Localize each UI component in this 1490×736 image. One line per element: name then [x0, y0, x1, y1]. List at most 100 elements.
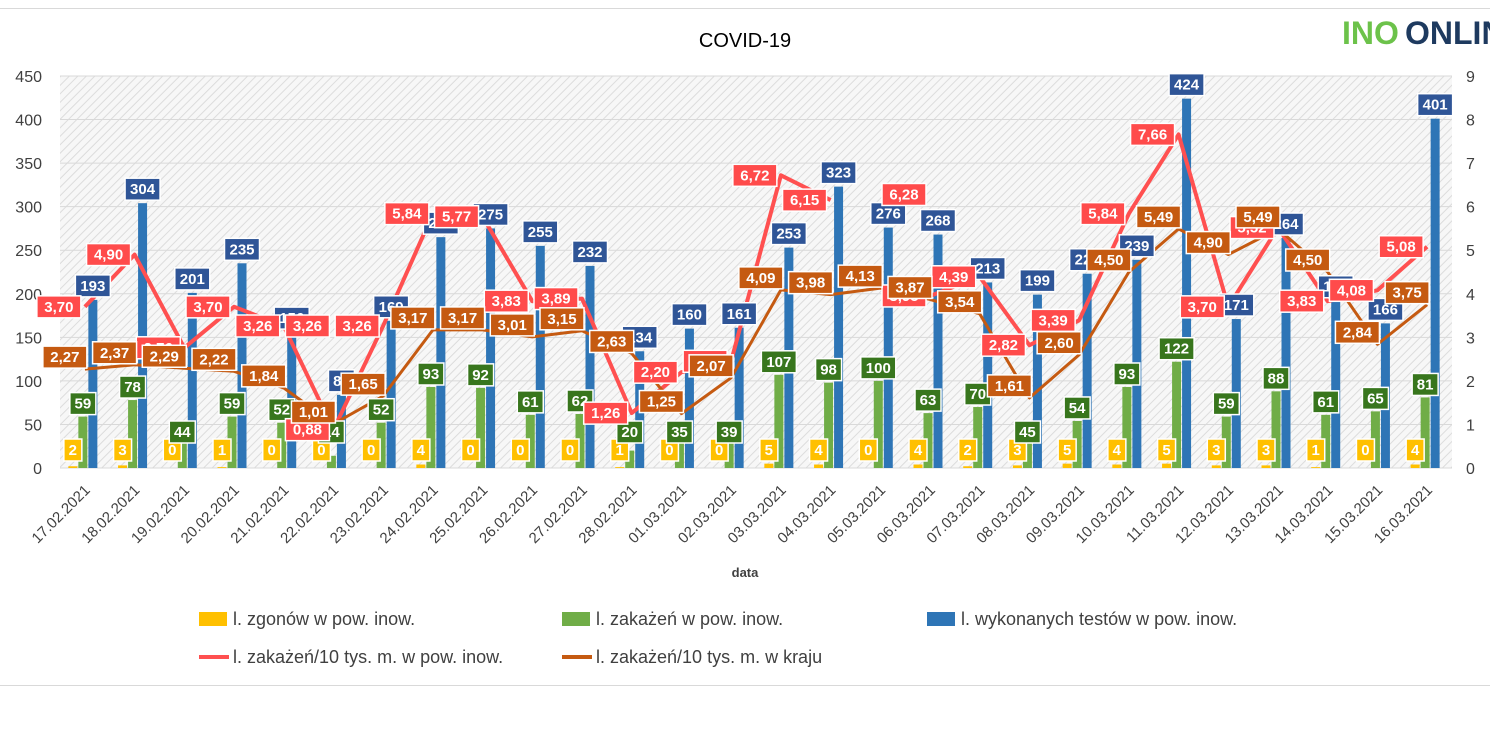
local-rate-label-text: 3,89 — [541, 291, 570, 308]
deaths-label-box — [1405, 438, 1425, 462]
local-rate-label-text: 6,28 — [889, 186, 918, 203]
infections-label-text: 61 — [1317, 394, 1334, 411]
deaths-label-text: 0 — [317, 442, 325, 459]
local-rate-label: 5,77 — [433, 204, 480, 229]
local-rate-label: 3,70 — [36, 295, 82, 319]
deaths-label-text: 4 — [417, 442, 426, 459]
tests-label: 171 — [1218, 293, 1255, 317]
infections-label-text: 107 — [766, 354, 791, 371]
tests-label-text: 401 — [1423, 97, 1448, 114]
infections-label: 100 — [860, 356, 897, 380]
tests-label-text: 160 — [677, 307, 702, 324]
legend-swatch — [927, 612, 955, 626]
bar — [724, 434, 734, 468]
tests-label-text: 253 — [776, 226, 801, 243]
country-rate-label-box — [688, 354, 734, 378]
legend-swatch — [562, 612, 590, 626]
deaths-label-box — [908, 438, 928, 462]
tests-label-box — [74, 274, 112, 298]
infections-label-box — [814, 357, 843, 382]
tests-label: 232 — [571, 240, 609, 264]
bar — [1321, 414, 1331, 468]
local-rate-label-text: 5,08 — [1387, 239, 1416, 256]
y2-tick-label: 8 — [1466, 113, 1475, 130]
country-rate-label: 4,13 — [837, 264, 884, 288]
country-rate-label: 2,27 — [42, 345, 88, 369]
local-rate-label-box — [234, 314, 281, 338]
infections-label: 107 — [760, 350, 798, 374]
y-axis-right: 0 1 2 3 4 5 6 7 8 9 — [1466, 69, 1475, 478]
deaths-label-box — [1305, 438, 1326, 462]
bar — [883, 227, 893, 468]
infections-label-box — [466, 363, 495, 387]
infections-label: 92 — [466, 363, 495, 387]
bar — [187, 292, 197, 468]
bar — [1281, 238, 1291, 468]
bar — [1182, 98, 1192, 468]
deaths-label: 3 — [1206, 438, 1227, 462]
infections-label-box — [715, 420, 743, 444]
bar — [1311, 467, 1321, 468]
country-rate-label-text: 3,15 — [547, 311, 576, 328]
infections-label: 45 — [1013, 420, 1042, 444]
tests-label-text: 275 — [478, 206, 503, 223]
local-rate-label-text: 2,82 — [989, 337, 1018, 354]
deaths-label-box — [212, 438, 232, 462]
tests-label-text: 199 — [1025, 273, 1050, 290]
deaths-label-box — [957, 438, 978, 462]
bar — [774, 374, 784, 468]
country-rate-label: 2,37 — [91, 341, 138, 365]
bar — [88, 299, 98, 468]
deaths-label-box — [1156, 438, 1177, 462]
country-rate-label-box — [390, 306, 436, 330]
tests-label-text: 276 — [876, 206, 901, 223]
y-tick-label: 50 — [24, 417, 42, 434]
country-rate-label-box — [489, 313, 536, 337]
local-rate-label-box — [483, 289, 530, 313]
deaths-label: 1 — [1305, 438, 1326, 462]
deaths-label: 0 — [510, 438, 531, 462]
local-rate-label: 5,84 — [1080, 201, 1126, 226]
deaths-label-text: 0 — [665, 442, 673, 459]
infections-label: 20 — [615, 420, 644, 444]
bar — [734, 327, 744, 468]
country-rate-label-text: 4,50 — [1293, 252, 1322, 269]
country-rate-label: 1,01 — [290, 400, 337, 424]
infections-label-text: 39 — [721, 424, 738, 441]
local-rate-label: 1,26 — [582, 401, 629, 425]
deaths-label-box — [510, 438, 531, 462]
tests-label-box — [770, 221, 808, 246]
local-rate-label-box — [732, 163, 778, 188]
deaths-label: 4 — [411, 438, 431, 462]
local-rate-label-text: 3,70 — [193, 299, 222, 316]
infections-label-box — [615, 420, 644, 444]
infections-label: 122 — [1158, 336, 1195, 361]
deaths-label-box — [112, 438, 133, 462]
deaths-label-text: 0 — [367, 442, 375, 459]
country-rate-label: 5,49 — [1135, 205, 1182, 229]
bar — [824, 382, 834, 468]
bar — [177, 429, 187, 468]
local-rate-label-text: 5,84 — [1088, 206, 1118, 223]
deaths-label-text: 0 — [864, 442, 872, 459]
local-rate-label: 4,08 — [1328, 278, 1375, 303]
local-rate-label: 5,84 — [384, 201, 430, 226]
local-rate-label-box — [582, 401, 629, 425]
country-rate-label-text: 3,54 — [945, 294, 975, 311]
tests-label-box — [1019, 268, 1056, 293]
deaths-label-text: 0 — [466, 442, 474, 459]
country-rate-label: 3,17 — [390, 306, 436, 330]
infections-label: 35 — [665, 420, 694, 444]
tests-label: 161 — [720, 302, 758, 326]
infections-label-box — [1311, 390, 1340, 414]
infections-label: 44 — [168, 420, 197, 444]
deaths-label: 4 — [1405, 438, 1425, 462]
y-tick-label: 200 — [15, 287, 42, 304]
country-rate-label: 2,07 — [688, 354, 734, 378]
logo-part-online: ONLIN — [1405, 15, 1490, 51]
local-rate-label: 3,70 — [1179, 295, 1226, 319]
country-rate-label-text: 1,25 — [647, 394, 676, 411]
deaths-label-box — [361, 438, 381, 462]
deaths-label-box — [1107, 438, 1127, 462]
